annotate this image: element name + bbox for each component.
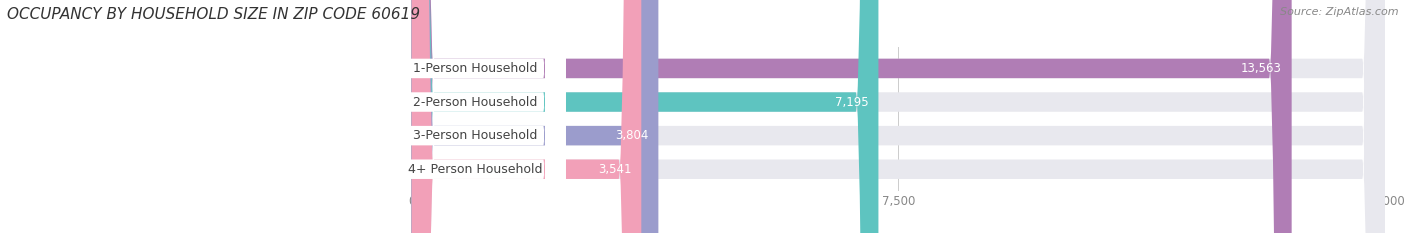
FancyBboxPatch shape bbox=[384, 0, 567, 233]
FancyBboxPatch shape bbox=[412, 0, 1385, 233]
FancyBboxPatch shape bbox=[384, 0, 567, 233]
FancyBboxPatch shape bbox=[412, 0, 1385, 233]
Text: Source: ZipAtlas.com: Source: ZipAtlas.com bbox=[1281, 7, 1399, 17]
FancyBboxPatch shape bbox=[384, 0, 567, 233]
Text: 7,195: 7,195 bbox=[835, 96, 869, 109]
Text: 2-Person Household: 2-Person Household bbox=[413, 96, 537, 109]
FancyBboxPatch shape bbox=[412, 0, 1385, 233]
Text: 3-Person Household: 3-Person Household bbox=[413, 129, 537, 142]
FancyBboxPatch shape bbox=[412, 0, 1385, 233]
FancyBboxPatch shape bbox=[412, 0, 641, 233]
Text: 3,541: 3,541 bbox=[598, 163, 631, 176]
Text: 13,563: 13,563 bbox=[1241, 62, 1282, 75]
Text: 1-Person Household: 1-Person Household bbox=[413, 62, 537, 75]
Text: 4+ Person Household: 4+ Person Household bbox=[408, 163, 543, 176]
FancyBboxPatch shape bbox=[412, 0, 1292, 233]
FancyBboxPatch shape bbox=[412, 0, 879, 233]
FancyBboxPatch shape bbox=[412, 0, 658, 233]
Text: 3,804: 3,804 bbox=[616, 129, 648, 142]
FancyBboxPatch shape bbox=[384, 0, 567, 233]
Text: OCCUPANCY BY HOUSEHOLD SIZE IN ZIP CODE 60619: OCCUPANCY BY HOUSEHOLD SIZE IN ZIP CODE … bbox=[7, 7, 420, 22]
